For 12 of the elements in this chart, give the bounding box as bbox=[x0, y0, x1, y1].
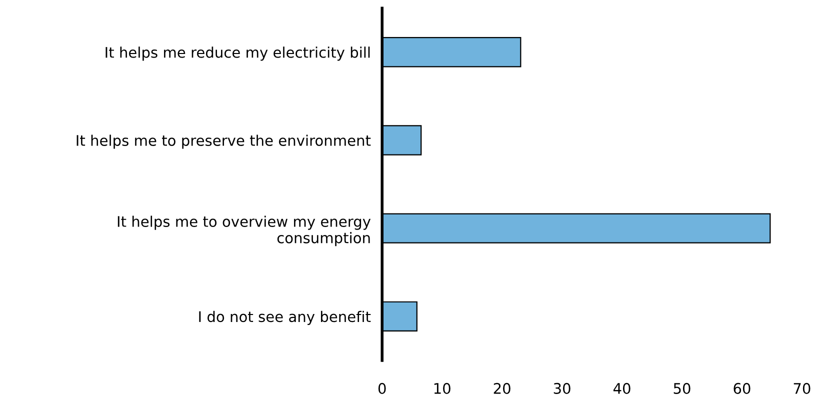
x-tick-label: 50 bbox=[674, 382, 690, 394]
x-tick-label: 70 bbox=[794, 382, 810, 394]
y-tick-label: It helps me to overview my energy consumption bbox=[118, 216, 371, 246]
y-tick-label: It helps me to preserve the environment bbox=[76, 134, 371, 149]
x-tick-label: 20 bbox=[494, 382, 510, 394]
y-tick-label: I do not see any benefit bbox=[199, 310, 371, 325]
x-tick-label: 60 bbox=[734, 382, 750, 394]
x-tick-label: 0 bbox=[378, 382, 386, 394]
x-tick-label: 10 bbox=[434, 382, 450, 394]
y-tick-label: It helps me reduce my electricity bill bbox=[106, 46, 370, 61]
x-tick-label: 30 bbox=[554, 382, 570, 394]
x-tick-label: 40 bbox=[613, 382, 630, 394]
